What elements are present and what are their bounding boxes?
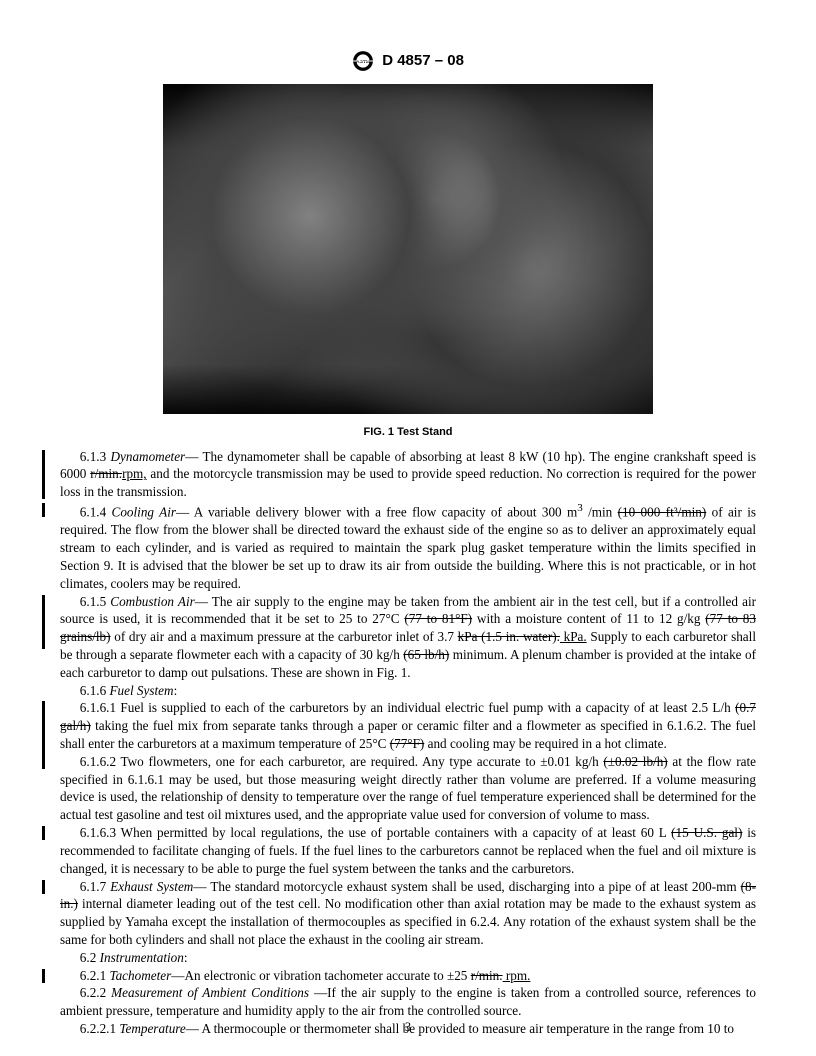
para-6.2.2: 6.2.2 Measurement of Ambient Conditions … bbox=[60, 984, 756, 1020]
body-text: 6.1.3 Dynamometer— The dynamometer shall… bbox=[60, 448, 756, 1038]
para-6.1.4: 6.1.4 Cooling Air— A variable delivery b… bbox=[60, 501, 756, 592]
para-6.1.7: 6.1.7 Exhaust System— The standard motor… bbox=[60, 878, 756, 949]
svg-text:ASTM: ASTM bbox=[356, 59, 370, 65]
para-6.1.6: 6.1.6 Fuel System: bbox=[60, 682, 756, 700]
figure-1: FIG. 1 Test Stand bbox=[60, 84, 756, 440]
designation-number: D 4857 – 08 bbox=[382, 52, 464, 69]
para-6.1.6.1: 6.1.6.1 Fuel is supplied to each of the … bbox=[60, 699, 756, 752]
page-header: ASTM D 4857 – 08 bbox=[60, 50, 756, 72]
para-6.1.3: 6.1.3 Dynamometer— The dynamometer shall… bbox=[60, 448, 756, 501]
page-number: 3 bbox=[0, 1019, 816, 1036]
para-6.1.6.2: 6.1.6.2 Two flowmeters, one for each car… bbox=[60, 753, 756, 824]
astm-logo-icon: ASTM bbox=[352, 50, 374, 72]
para-6.1.5: 6.1.5 Combustion Air— The air supply to … bbox=[60, 593, 756, 682]
figure-1-image bbox=[163, 84, 653, 414]
para-6.1.6.3: 6.1.6.3 When permitted by local regulati… bbox=[60, 824, 756, 877]
figure-1-caption: FIG. 1 Test Stand bbox=[60, 425, 756, 440]
para-6.2: 6.2 Instrumentation: bbox=[60, 949, 756, 967]
para-6.2.1: 6.2.1 Tachometer—An electronic or vibrat… bbox=[60, 967, 756, 985]
